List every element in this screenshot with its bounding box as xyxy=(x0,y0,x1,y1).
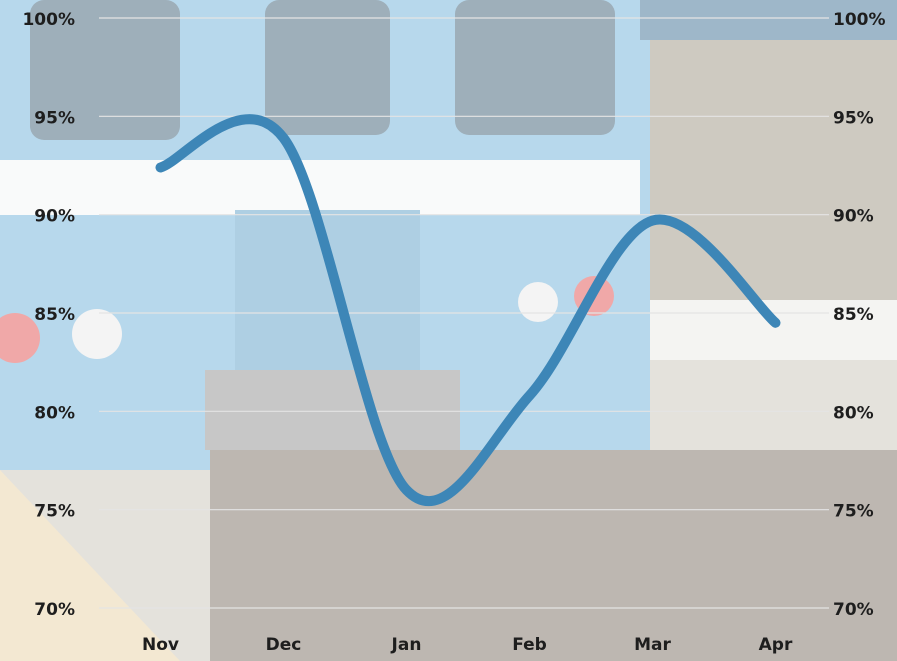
y-tick-label: 70% xyxy=(34,600,75,620)
y2-tick-label: 90% xyxy=(833,207,874,227)
x-tick-label: Dec xyxy=(266,635,302,655)
x-tick-label: Jan xyxy=(391,635,422,655)
y2-tick-label: 75% xyxy=(833,502,874,522)
y2-tick-label: 80% xyxy=(833,403,874,423)
x-tick-label: Mar xyxy=(634,635,671,655)
y2-tick-label: 95% xyxy=(833,108,874,128)
y2-tick-label: 85% xyxy=(833,305,874,325)
y-tick-label: 100% xyxy=(22,10,75,30)
y-tick-label: 95% xyxy=(34,108,75,128)
y-tick-label: 75% xyxy=(34,502,75,522)
x-tick-label: Apr xyxy=(759,635,793,655)
y-tick-label: 90% xyxy=(34,207,75,227)
data-line xyxy=(155,114,781,506)
y2-tick-label: 100% xyxy=(833,10,886,30)
y-tick-label: 85% xyxy=(34,305,75,325)
y-tick-label: 80% xyxy=(34,403,75,423)
x-tick-label: Nov xyxy=(142,635,179,655)
x-tick-label: Feb xyxy=(512,635,547,655)
y2-tick-label: 70% xyxy=(833,600,874,620)
